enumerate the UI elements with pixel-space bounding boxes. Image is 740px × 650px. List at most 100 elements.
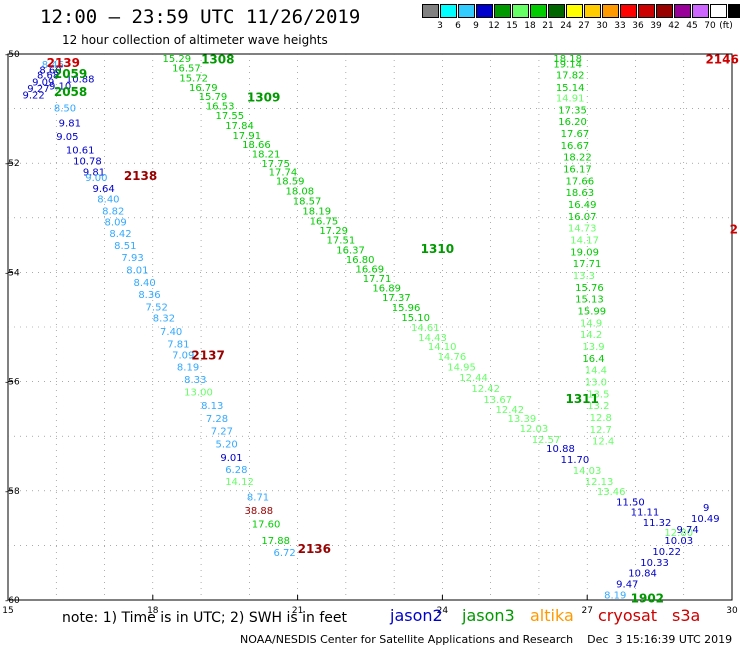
wave-height-reading: 14.17	[570, 236, 599, 247]
pass-number: 2136	[298, 542, 331, 556]
wave-height-reading: 8.33	[184, 375, 206, 386]
pass-number: 2	[730, 223, 738, 237]
wave-height-reading: 8.68	[37, 71, 59, 82]
wave-height-reading: 12.4	[592, 437, 614, 448]
lat-tick-label: -56	[5, 378, 20, 388]
scale-label: 3	[437, 21, 443, 31]
wave-height-reading: 7.27	[211, 427, 233, 438]
wave-height-reading: 8.09	[105, 218, 127, 229]
wave-height-reading: 8.13	[201, 401, 223, 412]
wave-height-reading: 14.9	[580, 319, 602, 330]
wave-height-reading: 9.10	[49, 82, 71, 93]
wave-height-reading: 12.7	[590, 425, 612, 436]
legend-jason2: jason2	[390, 606, 443, 625]
wave-height-reading: 14.76	[438, 352, 467, 363]
legend-note: note: 1) Time is in UTC; 2) SWH is in fe…	[62, 610, 348, 626]
legend-s3a: s3a	[672, 606, 701, 625]
wave-height-reading: 14.91	[556, 94, 585, 105]
scale-swatch	[728, 4, 740, 18]
scale-swatch	[494, 4, 511, 18]
wave-height-reading: 16.79	[189, 83, 218, 94]
wave-height-reading: 38.88	[245, 506, 274, 517]
footer: NOAA/NESDIS Center for Satellite Applica…	[240, 633, 732, 646]
wave-height-reading: 9.01	[220, 453, 242, 464]
wave-height-reading: 9.09	[32, 77, 54, 88]
scale-swatch	[548, 4, 565, 18]
wave-height-reading: 12.03	[520, 424, 549, 435]
wave-height-reading: 11.70	[561, 455, 590, 466]
wave-height-reading: 18.19	[302, 207, 331, 218]
wave-height-reading: 16.20	[558, 117, 587, 128]
wave-height-reading: 12.57	[532, 435, 561, 446]
scale-swatch	[710, 4, 727, 18]
wave-height-reading: 15.79	[199, 92, 228, 103]
wave-height-reading: 9.64	[92, 184, 114, 195]
pass-number: 2138	[124, 169, 157, 183]
pass-number: 2137	[191, 348, 224, 362]
scale-swatch	[656, 4, 673, 18]
wave-height-reading: 17.71	[363, 274, 392, 285]
scale-swatch	[584, 4, 601, 18]
wave-height-reading: 17.60	[252, 520, 281, 531]
wave-height-reading: 5.20	[216, 439, 238, 450]
wave-height-reading: 15.10	[401, 313, 430, 324]
wave-height-reading: 13.39	[508, 414, 537, 425]
lat-tick-label: -52	[5, 159, 20, 169]
scale-label: 27	[578, 21, 590, 31]
scale-swatch	[476, 4, 493, 18]
wave-height-reading: 13.5	[587, 390, 609, 401]
scale-label: 18	[524, 21, 536, 31]
wave-height-reading: 17.66	[565, 177, 594, 188]
wave-height-reading: 12.13	[585, 477, 614, 488]
wave-height-reading: 9.74	[676, 525, 698, 536]
wave-height-reading: 15.14	[556, 83, 585, 94]
wave-height-reading: 17.37	[382, 293, 411, 304]
wave-height-reading: 16.57	[172, 64, 201, 75]
pass-number: 1902	[631, 591, 664, 605]
wave-height-reading: 15.96	[392, 303, 421, 314]
scale-swatch	[458, 4, 475, 18]
wave-height-reading: 8.71	[247, 492, 269, 503]
scale-label: 24	[560, 21, 572, 31]
wave-height-reading: 9.81	[59, 118, 81, 129]
scale-swatch	[638, 4, 655, 18]
wave-height-reading: 18.08	[286, 187, 315, 198]
scale-swatch	[674, 4, 691, 18]
wave-height-reading: 8.46	[42, 60, 64, 71]
wave-height-reading: 14.12	[225, 477, 254, 488]
lon-tick-label: 21	[292, 606, 303, 616]
wave-height-reading: 12.8	[590, 413, 612, 424]
wave-height-reading: 16.67	[561, 141, 590, 152]
scale-label: 36	[632, 21, 644, 31]
wave-height-reading: 10.84	[628, 569, 657, 580]
wave-height-reading: 13.67	[483, 395, 512, 406]
wave-height-reading: 15.29	[162, 54, 191, 65]
wave-height-reading: 7.09	[172, 350, 194, 361]
footer-agency: NOAA/NESDIS Center for Satellite Applica…	[240, 633, 574, 646]
pass-number: 2139	[47, 56, 80, 70]
wave-height-reading: 7.40	[160, 327, 182, 338]
wave-height-reading: 8.01	[126, 266, 148, 277]
wave-height-reading: 16.49	[568, 200, 597, 211]
pass-number: 1310	[421, 242, 454, 256]
scale-swatch	[512, 4, 529, 18]
scale-label: 12	[488, 21, 500, 31]
wave-height-reading: 17.74	[269, 167, 298, 178]
scale-label: 21	[542, 21, 554, 31]
wave-height-reading: 16.53	[206, 101, 235, 112]
wave-height-reading: 14.73	[568, 224, 597, 235]
lon-tick-label: 15	[2, 606, 13, 616]
lon-tick-label: 30	[726, 606, 738, 616]
scale-label: 9	[473, 21, 479, 31]
scale-label: 33	[614, 21, 626, 31]
scale-swatch	[422, 4, 439, 18]
scale-unit: (ft)	[719, 21, 733, 31]
scale-swatch	[530, 4, 547, 18]
lat-tick-label: -60	[5, 596, 20, 606]
wave-height-reading: 8.50	[54, 104, 76, 115]
wave-height-reading: 10.88	[546, 444, 575, 455]
wave-height-reading: 15.13	[575, 295, 604, 306]
wave-height-reading: 18.63	[565, 188, 594, 199]
wave-height-reading: 10.61	[66, 146, 95, 157]
